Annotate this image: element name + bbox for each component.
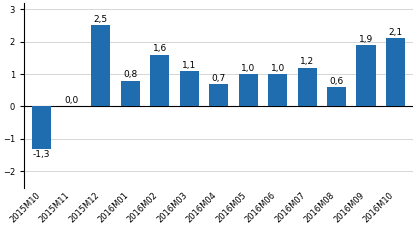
Text: 2,5: 2,5 bbox=[94, 15, 108, 24]
Text: 1,2: 1,2 bbox=[300, 57, 314, 66]
Bar bbox=[327, 87, 346, 106]
Text: 0,8: 0,8 bbox=[123, 70, 137, 79]
Bar bbox=[357, 45, 376, 106]
Bar bbox=[386, 38, 405, 106]
Bar bbox=[150, 55, 169, 106]
Bar bbox=[32, 106, 51, 149]
Text: 0,6: 0,6 bbox=[329, 77, 344, 86]
Text: 0,7: 0,7 bbox=[211, 74, 226, 82]
Bar bbox=[297, 68, 317, 106]
Text: 0,0: 0,0 bbox=[64, 96, 78, 105]
Bar bbox=[91, 25, 110, 106]
Text: 1,6: 1,6 bbox=[153, 44, 167, 53]
Text: 1,1: 1,1 bbox=[182, 61, 196, 69]
Text: 1,9: 1,9 bbox=[359, 35, 373, 44]
Bar bbox=[121, 81, 140, 106]
Text: 1,0: 1,0 bbox=[241, 64, 255, 73]
Bar bbox=[268, 74, 287, 106]
Bar bbox=[180, 71, 199, 106]
Bar bbox=[209, 84, 228, 106]
Text: -1,3: -1,3 bbox=[33, 150, 50, 159]
Text: 1,0: 1,0 bbox=[270, 64, 285, 73]
Bar bbox=[238, 74, 258, 106]
Text: 2,1: 2,1 bbox=[389, 28, 403, 37]
